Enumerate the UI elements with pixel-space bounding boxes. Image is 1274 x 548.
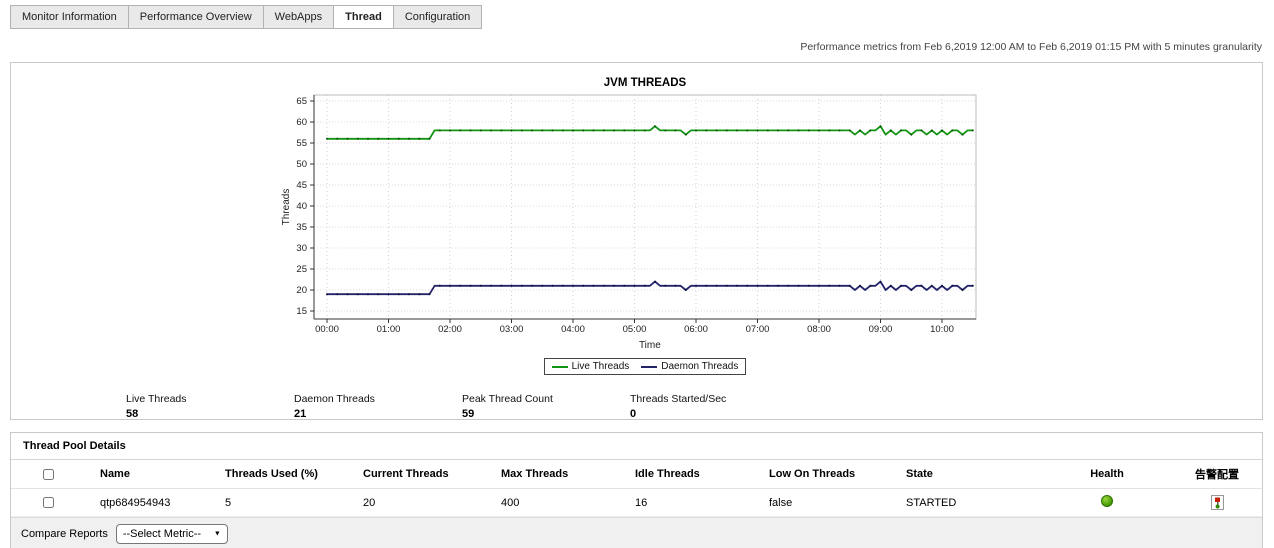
stat-label: Threads Started/Sec bbox=[630, 393, 727, 405]
legend-swatch bbox=[551, 365, 568, 368]
svg-text:30: 30 bbox=[296, 243, 307, 254]
jvm-threads-chart: JVM THREADS 15 20 25 30 35 40 45 50 55 60 65 00:00 01… bbox=[280, 73, 980, 375]
stat-label: Live Threads bbox=[126, 393, 187, 405]
svg-text:45: 45 bbox=[296, 180, 307, 191]
tab-monitor-information[interactable]: Monitor Information bbox=[11, 6, 129, 28]
col-idle-threads: Idle Threads bbox=[635, 468, 700, 480]
health-ok-icon bbox=[1101, 495, 1113, 507]
legend-swatch bbox=[641, 365, 658, 368]
stat-value: 59 bbox=[462, 408, 475, 420]
tab-bar: Monitor Information Performance Overview W… bbox=[10, 5, 483, 29]
legend-item-live-threads: Live Threads bbox=[551, 361, 630, 372]
svg-text:10:00: 10:00 bbox=[930, 324, 954, 335]
stat-value: 0 bbox=[630, 408, 637, 420]
stats-row: Live Threads 58 Daemon Threads 21 Peak Threa… bbox=[126, 393, 1262, 420]
chart-legend-box: Live Threads Daemon Threads bbox=[543, 358, 747, 375]
row-checkbox[interactable] bbox=[43, 497, 54, 509]
svg-text:50: 50 bbox=[296, 159, 307, 170]
chart-legend: Live Threads Daemon Threads bbox=[295, 358, 995, 375]
metric-select[interactable]: --Select Metric-- bbox=[115, 524, 228, 544]
compare-reports-label: Compare Reports bbox=[21, 528, 108, 540]
chart-canvas: JVM THREADS 15 20 25 30 35 40 45 50 55 60 65 00:00 01… bbox=[281, 77, 977, 351]
cell-max-threads: 400 bbox=[501, 496, 520, 509]
col-col: 告警配置 bbox=[1195, 469, 1239, 481]
svg-text:35: 35 bbox=[296, 222, 307, 233]
col-threads-used: Threads Used (%) bbox=[225, 468, 318, 480]
jvm-threads-panel: JVM THREADS 15 20 25 30 35 40 45 50 55 60 65 00:00 01… bbox=[10, 62, 1263, 420]
col-low-on-threads: Low On Threads bbox=[769, 468, 856, 480]
svg-text:Time: Time bbox=[639, 340, 661, 351]
stat-threads-started-sec: Threads Started/Sec 0 bbox=[630, 393, 798, 420]
stat-label: Daemon Threads bbox=[294, 393, 375, 405]
svg-text:55: 55 bbox=[296, 138, 307, 149]
svg-text:02:00: 02:00 bbox=[438, 324, 462, 335]
svg-text:08:00: 08:00 bbox=[807, 324, 831, 335]
thread-pool-title: Thread Pool Details bbox=[11, 433, 1262, 460]
svg-text:07:00: 07:00 bbox=[746, 324, 770, 335]
svg-text:15: 15 bbox=[296, 306, 307, 317]
tab-webapps[interactable]: WebApps bbox=[264, 6, 335, 28]
col-health: Health bbox=[1090, 468, 1124, 480]
legend-item-daemon-threads: Daemon Threads bbox=[641, 361, 738, 372]
svg-text:09:00: 09:00 bbox=[869, 324, 893, 335]
svg-text:20: 20 bbox=[296, 285, 307, 296]
alarm-config-icon[interactable] bbox=[1210, 495, 1224, 510]
legend-label: Daemon Threads bbox=[661, 361, 739, 372]
stat-value: 58 bbox=[126, 408, 139, 420]
legend-label: Live Threads bbox=[571, 361, 630, 372]
svg-text:05:00: 05:00 bbox=[623, 324, 647, 335]
cell-select bbox=[11, 489, 96, 517]
svg-text:06:00: 06:00 bbox=[684, 324, 708, 335]
compare-reports-bar: Compare Reports --Select Metric-- ▼ bbox=[11, 517, 1262, 548]
svg-text:60: 60 bbox=[296, 117, 307, 128]
svg-text:01:00: 01:00 bbox=[377, 324, 401, 335]
col-select bbox=[11, 460, 96, 489]
col-current-threads: Current Threads bbox=[363, 468, 449, 480]
metric-select-wrap: --Select Metric-- ▼ bbox=[115, 524, 228, 544]
cell-current-threads: 20 bbox=[363, 496, 376, 509]
thread-pool-panel: Thread Pool Details Name Threads Used (%)… bbox=[10, 432, 1263, 548]
stat-value: 21 bbox=[294, 408, 307, 420]
svg-text:03:00: 03:00 bbox=[500, 324, 524, 335]
col-state: State bbox=[906, 468, 933, 480]
svg-text:04:00: 04:00 bbox=[561, 324, 585, 335]
svg-text:Threads: Threads bbox=[281, 189, 292, 226]
stat-daemon-threads: Daemon Threads 21 bbox=[294, 393, 462, 420]
thread-pool-header-row: Name Threads Used (%) Current Threads Max T… bbox=[11, 460, 1262, 489]
select-all-checkbox[interactable] bbox=[43, 468, 54, 480]
svg-text:00:00: 00:00 bbox=[315, 324, 339, 335]
col-max-threads: Max Threads bbox=[501, 468, 569, 480]
tab-performance-overview[interactable]: Performance Overview bbox=[129, 6, 264, 28]
tab-configuration[interactable]: Configuration bbox=[404, 11, 471, 23]
svg-text:65: 65 bbox=[296, 96, 307, 107]
thread-pool-table: Name Threads Used (%) Current Threads Max T… bbox=[11, 460, 1262, 517]
col-name: Name bbox=[100, 468, 130, 480]
tab-thread[interactable]: Thread bbox=[334, 6, 394, 28]
stat-label: Peak Thread Count bbox=[462, 393, 553, 405]
stat-live-threads: Live Threads 58 bbox=[126, 393, 294, 420]
cell-threads-used: 5 bbox=[225, 496, 232, 509]
cell-idle-threads: 16 bbox=[635, 496, 648, 509]
cell-name: qtp684954943 bbox=[100, 496, 171, 509]
cell-low-on-threads: false bbox=[769, 496, 793, 509]
table-row: qtp684954943 5 20 400 16 false STARTED bbox=[11, 489, 1262, 517]
svg-text:JVM THREADS: JVM THREADS bbox=[604, 77, 687, 89]
svg-text:40: 40 bbox=[296, 201, 307, 212]
metrics-period-text: Performance metrics from Feb 6,2019 12:0… bbox=[800, 41, 1262, 53]
cell-state: STARTED bbox=[906, 496, 957, 509]
svg-text:25: 25 bbox=[296, 264, 307, 275]
cell-health bbox=[1042, 489, 1172, 517]
stat-peak-thread-count: Peak Thread Count 59 bbox=[462, 393, 630, 420]
cell-alarm-config bbox=[1172, 489, 1262, 517]
